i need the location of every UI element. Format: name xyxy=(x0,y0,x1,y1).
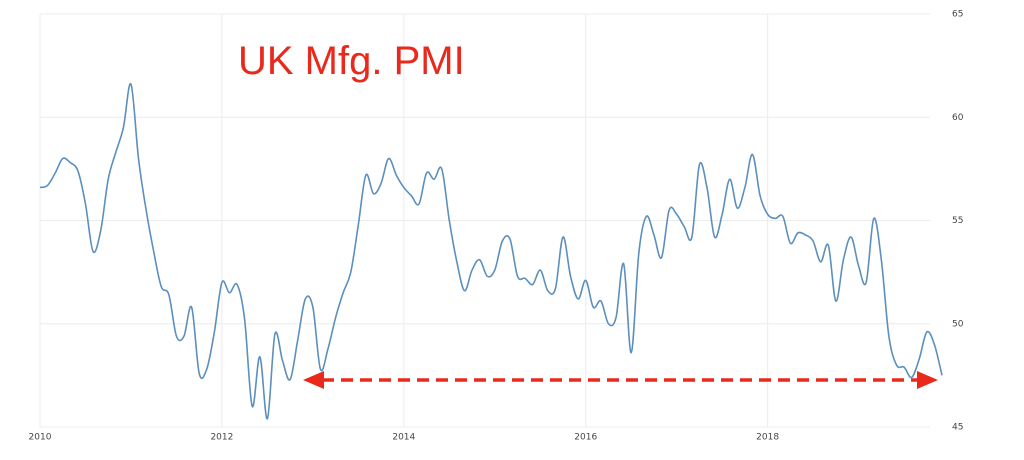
y-tick-label: 55 xyxy=(952,216,963,226)
grid xyxy=(39,13,930,428)
y-tick-label: 50 xyxy=(952,319,964,329)
data-line xyxy=(39,83,943,420)
x-tick-label: 2018 xyxy=(756,433,779,443)
x-tick-label: 2014 xyxy=(392,433,415,443)
x-tick-label: 2012 xyxy=(210,433,233,443)
y-tick-label: 65 xyxy=(952,10,963,20)
y-tick-label: 60 xyxy=(952,113,964,123)
chart-title: UK Mfg. PMI xyxy=(238,39,465,83)
x-tick-label: 2010 xyxy=(29,433,52,443)
highlight-arrow xyxy=(303,371,938,389)
y-tick-label: 45 xyxy=(952,423,963,433)
x-tick-label: 2016 xyxy=(574,433,597,443)
